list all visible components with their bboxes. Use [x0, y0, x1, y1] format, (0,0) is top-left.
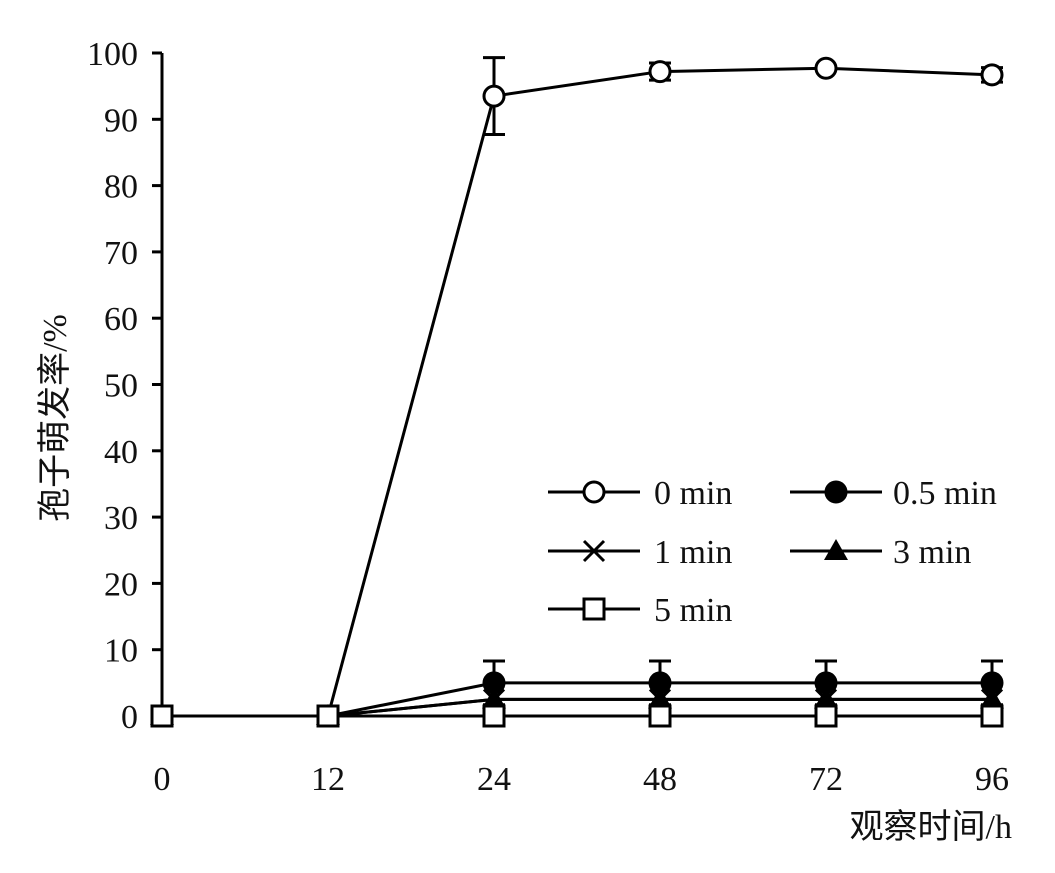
series-line	[162, 66, 993, 718]
data-point	[814, 704, 838, 728]
marker-shape	[582, 539, 606, 563]
marker-shape	[482, 687, 506, 709]
data-point	[648, 687, 672, 709]
marker-shape	[648, 60, 672, 84]
x-tick-label: 72	[809, 761, 843, 798]
y-tick-label: 0	[121, 699, 138, 736]
marker-shape	[980, 687, 1004, 709]
legend-marker	[824, 539, 848, 560]
marker-shape	[582, 597, 606, 621]
marker-shape	[482, 704, 506, 728]
series-layer	[150, 56, 1004, 728]
legend-item-3-min: 3 min	[790, 534, 971, 571]
legend-marker	[582, 597, 606, 621]
data-point	[648, 704, 672, 728]
legend-item-5-min: 5 min	[548, 592, 732, 629]
marker-shape	[316, 704, 340, 728]
legend-marker	[582, 539, 606, 563]
series-1-min	[150, 688, 1004, 728]
legend-label: 3 min	[893, 534, 971, 571]
legend-item-0-min: 0 min	[548, 475, 732, 512]
x-tick-label: 12	[311, 761, 345, 798]
marker-shape	[150, 704, 174, 728]
marker-shape	[824, 539, 848, 560]
y-axis-title: 孢子萌发率/%	[36, 314, 74, 522]
y-tick-label: 50	[104, 368, 138, 405]
data-point	[980, 704, 1004, 728]
series-0-min	[150, 56, 1004, 728]
legend-item-1-min: 1 min	[548, 534, 732, 571]
x-axis-title: 观察时间/h	[850, 808, 1012, 846]
data-point	[482, 84, 506, 108]
data-point	[482, 687, 506, 709]
y-tick-label: 30	[104, 500, 138, 537]
y-tick-label: 10	[104, 633, 138, 670]
series-line	[162, 697, 992, 718]
legend-label: 5 min	[654, 592, 732, 629]
data-point	[316, 704, 340, 728]
series-3-min	[150, 687, 1004, 725]
marker-shape	[814, 56, 838, 80]
y-tick-label: 90	[104, 102, 138, 139]
y-tick-label: 20	[104, 566, 138, 603]
legend-marker	[582, 480, 606, 504]
x-tick-label: 48	[643, 761, 677, 798]
data-point	[814, 687, 838, 709]
y-tick-label: 70	[104, 235, 138, 272]
data-point	[814, 56, 838, 80]
marker-shape	[648, 704, 672, 728]
data-point	[150, 704, 174, 728]
legend-label: 1 min	[654, 534, 732, 571]
legend-label: 0 min	[654, 475, 732, 512]
marker-shape	[824, 480, 848, 504]
y-tick-label: 100	[87, 36, 138, 73]
data-point	[980, 63, 1004, 87]
y-tick-label: 80	[104, 169, 138, 206]
legend-item-0-5-min: 0.5 min	[790, 475, 997, 512]
data-point	[980, 687, 1004, 709]
series-line	[162, 697, 992, 718]
marker-shape	[814, 687, 838, 709]
axes: 0 10 20 30 40 50 60 70 80 90 100 0 12 24 48 72 96	[87, 36, 1009, 798]
legend: 0 min 0.5 min 1 min 3 min 5 min	[548, 475, 997, 629]
data-point	[648, 60, 672, 84]
marker-shape	[980, 704, 1004, 728]
x-tick-label: 0	[154, 761, 171, 798]
x-tick-label: 24	[477, 761, 511, 798]
data-point	[482, 704, 506, 728]
series-5-min	[150, 704, 1004, 728]
marker-shape	[648, 687, 672, 709]
legend-label: 0.5 min	[893, 475, 997, 512]
marker-shape	[482, 84, 506, 108]
marker-shape	[582, 480, 606, 504]
x-tick-label: 96	[975, 761, 1009, 798]
marker-shape	[814, 704, 838, 728]
legend-marker	[824, 480, 848, 504]
y-tick-label: 40	[104, 434, 138, 471]
marker-shape	[980, 63, 1004, 87]
y-tick-label: 60	[104, 301, 138, 338]
